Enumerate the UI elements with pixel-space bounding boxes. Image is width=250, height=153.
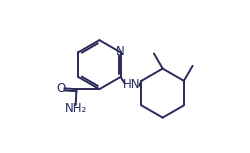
Text: HN: HN [122,78,140,91]
Text: NH₂: NH₂ [64,102,86,115]
Text: O: O [56,82,66,95]
Text: N: N [116,45,124,58]
